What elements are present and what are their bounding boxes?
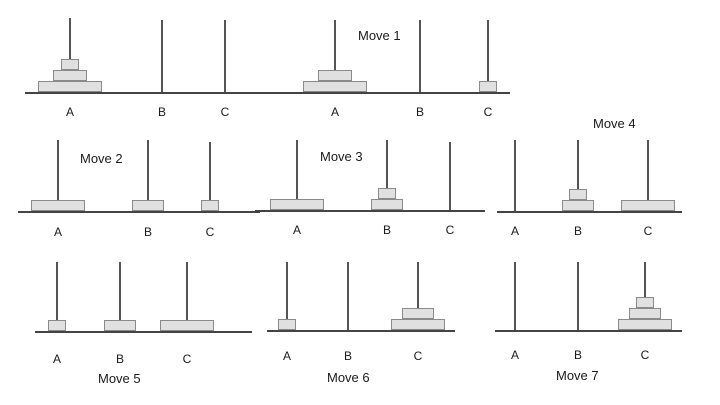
move-caption: Move 6 [327,370,370,385]
peg-label-b: B [573,224,582,238]
peg-b [419,20,421,92]
peg-label-b: B [415,105,424,119]
peg-label-b: B [115,352,124,366]
base-line [18,211,260,213]
peg-b [147,140,149,211]
disk-1 [378,188,396,199]
peg-a [334,20,336,92]
peg-label-a: A [53,225,62,239]
peg-a [514,140,516,211]
peg-label-b: B [573,348,582,362]
peg-a [286,262,288,330]
peg-a [69,18,71,92]
base-line [25,92,290,94]
peg-c [449,142,451,210]
peg-label-c: C [182,352,192,366]
disk-3 [391,319,445,330]
peg-label-b: B [143,225,152,239]
peg-label-a: A [330,105,339,119]
peg-c [186,262,188,331]
peg-c [417,262,419,330]
disk-3 [303,81,367,92]
disk-1 [201,200,219,211]
peg-label-a: A [510,224,519,238]
peg-label-b: B [382,223,391,237]
move-caption: Move 1 [358,28,401,43]
peg-c [487,20,489,92]
disk-1 [48,320,66,331]
peg-b [577,262,579,330]
disk-2 [629,308,661,319]
peg-a [296,140,298,210]
peg-label-a: A [292,223,301,237]
disk-3 [160,320,214,331]
disk-2 [318,70,352,81]
disk-1 [636,297,654,308]
peg-label-c: C [445,223,455,237]
peg-c [644,262,646,330]
peg-c [224,20,226,92]
move-caption: Move 2 [80,151,123,166]
peg-c [647,140,649,211]
peg-label-c: C [640,348,650,362]
move-caption: Move 3 [320,149,363,164]
peg-a [514,262,516,330]
peg-label-c: C [413,349,423,363]
peg-label-b: B [343,349,352,363]
peg-label-c: C [220,105,230,119]
disk-3 [38,81,102,92]
disk-1 [479,81,497,92]
base-line [288,92,510,94]
disk-2 [53,70,87,81]
disk-1 [569,189,587,200]
peg-a [57,140,59,211]
peg-b [347,262,349,330]
move-caption: Move 4 [593,116,636,131]
peg-label-a: A [510,348,519,362]
disk-1 [61,59,79,70]
disk-2 [132,200,164,211]
base-line [255,210,485,212]
peg-label-b: B [157,105,166,119]
peg-c [209,142,211,211]
move-caption: Move 7 [556,368,599,383]
peg-label-c: C [643,224,653,238]
disk-2 [104,320,136,331]
peg-b [577,140,579,211]
base-line [497,211,682,213]
base-line [495,330,682,332]
peg-b [119,262,121,331]
disk-1 [278,319,296,330]
peg-b [386,140,388,210]
disk-3 [618,319,672,330]
peg-b [161,20,163,92]
disk-2 [402,308,434,319]
peg-label-a: A [65,105,74,119]
peg-a [56,262,58,331]
disk-2 [371,199,403,210]
base-line [35,331,252,333]
disk-3 [31,200,85,211]
peg-label-a: A [282,349,291,363]
disk-3 [621,200,675,211]
base-line [267,330,455,332]
disk-3 [270,199,324,210]
peg-label-c: C [205,225,215,239]
disk-2 [562,200,594,211]
move-caption: Move 5 [98,371,141,386]
peg-label-a: A [52,352,61,366]
peg-label-c: C [483,105,493,119]
